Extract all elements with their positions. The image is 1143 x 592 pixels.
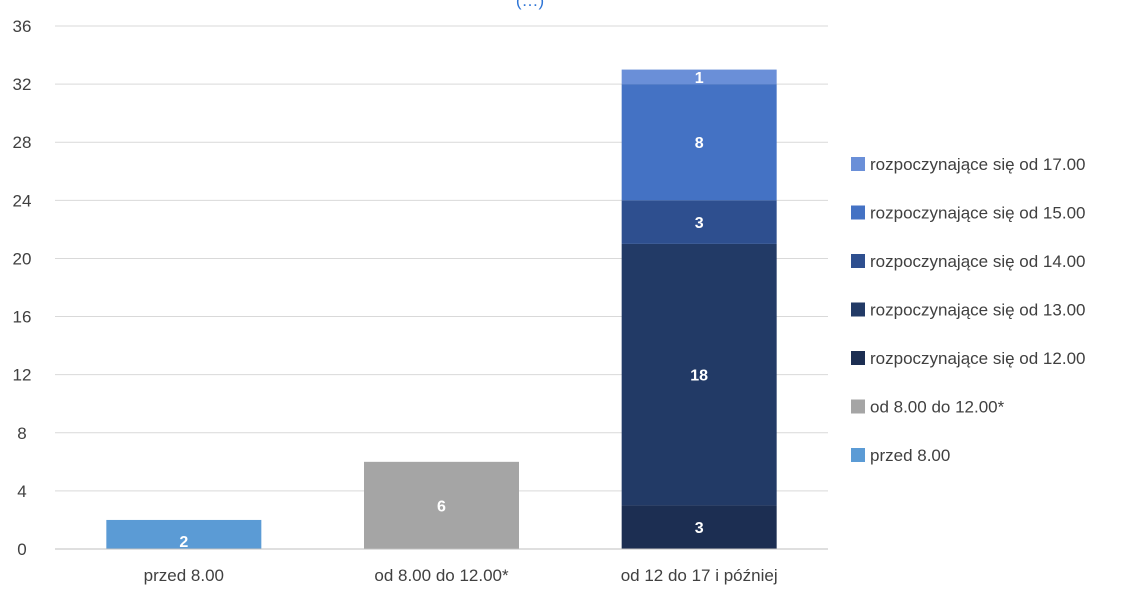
legend-swatch (851, 302, 865, 317)
legend-swatch (851, 351, 865, 365)
data-label: 8 (695, 135, 704, 152)
legend-swatch (851, 399, 865, 414)
y-tick-label: 8 (17, 424, 26, 443)
y-tick-label: 28 (13, 133, 32, 152)
bars: 2 6 3 18 3 8 1 (106, 69, 777, 551)
legend-label: rozpoczynające się od 12.00 (870, 349, 1085, 368)
legend-label: rozpoczynające się od 15.00 (870, 204, 1085, 223)
bar-segment (621, 84, 777, 201)
y-tick-label: 24 (13, 191, 32, 210)
data-label: 2 (179, 534, 188, 551)
y-axis: 0 4 8 12 16 20 24 28 32 36 (13, 17, 32, 559)
bar-segment (106, 519, 262, 549)
bar-segment (621, 243, 777, 506)
x-tick-label: od 8.00 do 12.00* (374, 566, 509, 585)
x-tick-label: przed 8.00 (144, 566, 224, 585)
x-axis: przed 8.00 od 8.00 do 12.00* od 12 do 17 i… (55, 548, 828, 585)
data-label: 1 (695, 70, 704, 87)
y-tick-label: 0 (17, 540, 26, 559)
legend-label: rozpoczynające się od 17.00 (870, 155, 1085, 174)
bar-segment (621, 200, 777, 244)
y-tick-label: 16 (13, 308, 32, 327)
gridlines (55, 25, 828, 550)
y-tick-label: 36 (13, 17, 32, 36)
y-tick-label: 12 (13, 366, 32, 385)
legend-swatch (851, 448, 865, 462)
bar-segment (621, 69, 777, 85)
legend-label: przed 8.00 (870, 446, 950, 465)
x-tick-label: od 12 do 17 i później (621, 566, 778, 585)
bar-segment (364, 461, 519, 549)
legend-label: rozpoczynające się od 13.00 (870, 301, 1085, 320)
legend-swatch (851, 205, 865, 220)
legend: rozpoczynające się od 17.00 rozpoczynając… (851, 155, 1085, 465)
data-label: 3 (695, 215, 704, 232)
y-tick-label: 20 (13, 249, 32, 268)
y-tick-label: 32 (13, 75, 32, 94)
bar-segment (621, 505, 777, 549)
data-label: 18 (690, 368, 708, 385)
legend-label: od 8.00 do 12.00* (870, 398, 1005, 417)
legend-swatch (851, 157, 865, 171)
legend-label: rozpoczynające się od 14.00 (870, 252, 1085, 271)
chart-title-fragment: (…) (516, 0, 544, 10)
data-label: 3 (695, 520, 704, 537)
legend-swatch (851, 254, 865, 268)
y-tick-label: 4 (17, 482, 26, 501)
data-label: 6 (437, 498, 446, 515)
